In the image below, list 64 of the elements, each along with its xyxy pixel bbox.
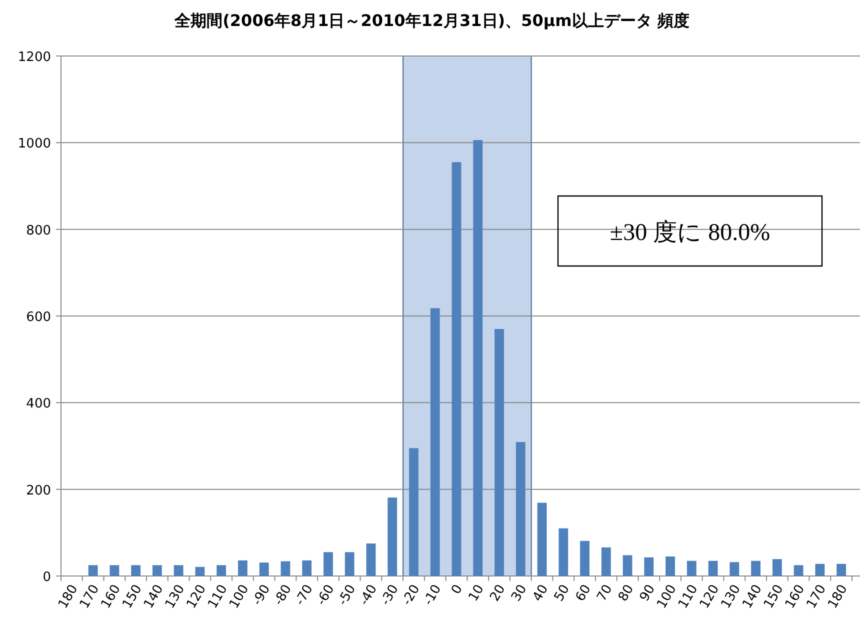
bar: [302, 560, 312, 576]
bar: [794, 565, 804, 576]
bar: [216, 565, 226, 576]
bar: [666, 556, 675, 576]
bar: [344, 552, 354, 576]
bar: [622, 555, 632, 576]
bar: [430, 308, 440, 576]
y-tick-label: 600: [26, 310, 51, 325]
x-tick-label: -20: [400, 582, 424, 608]
x-tick-label: 20: [488, 582, 509, 604]
x-tick-label: -40: [356, 582, 381, 608]
bar: [836, 564, 846, 576]
bar: [88, 565, 98, 576]
x-tick-label: 30: [508, 582, 530, 604]
y-tick-label: 200: [26, 483, 51, 498]
bar: [580, 540, 590, 576]
x-tick-label: -10: [421, 582, 445, 608]
bar: [366, 544, 376, 576]
bar: [152, 565, 162, 576]
bar: [280, 561, 290, 576]
y-tick-label: 400: [26, 396, 51, 412]
bar: [409, 448, 418, 576]
bar: [516, 442, 526, 576]
x-tick-label: -30: [378, 582, 402, 608]
bar: [131, 565, 141, 576]
x-tick-label: -60: [314, 582, 338, 608]
bar: [537, 502, 547, 576]
bar: [195, 566, 205, 576]
bar: [558, 528, 568, 576]
bar: [388, 498, 398, 576]
x-tick-label: 60: [573, 582, 594, 604]
bar: [452, 162, 462, 576]
x-tick-label: 70: [594, 582, 616, 604]
bar: [494, 329, 504, 576]
bar: [772, 559, 782, 576]
bar: [238, 560, 248, 576]
x-tick-label: 40: [530, 582, 552, 604]
chart-title: 全期間(2006年8月1日～2010年12月31日)、50μm以上データ 頻度: [174, 11, 690, 30]
x-tick-label: 50: [552, 582, 573, 604]
bar: [324, 552, 333, 576]
y-tick-label: 1200: [18, 50, 51, 65]
bar: [708, 560, 718, 576]
x-tick-label: -80: [271, 582, 296, 608]
x-tick-label: 90: [637, 582, 658, 604]
x-tick-label: 80: [616, 582, 638, 604]
bar: [601, 547, 611, 576]
y-tick-label: 800: [26, 223, 51, 238]
bar: [751, 560, 760, 576]
bar: [644, 557, 654, 576]
x-tick-label: -90: [250, 582, 274, 608]
y-tick-label: 1000: [18, 136, 51, 152]
bar: [110, 565, 120, 576]
bar: [174, 565, 184, 576]
x-tick-label: 0: [448, 582, 466, 597]
x-tick-label: 10: [466, 582, 488, 604]
bar: [473, 140, 483, 576]
bar: [815, 564, 825, 576]
x-tick-label: -70: [292, 582, 316, 608]
bar: [686, 560, 696, 576]
y-tick-label: 0: [42, 570, 51, 585]
x-tick-label: -50: [336, 582, 360, 608]
bar: [730, 562, 740, 576]
annotation: ±30 度に 80.0%: [610, 219, 770, 246]
bar: [259, 562, 269, 576]
